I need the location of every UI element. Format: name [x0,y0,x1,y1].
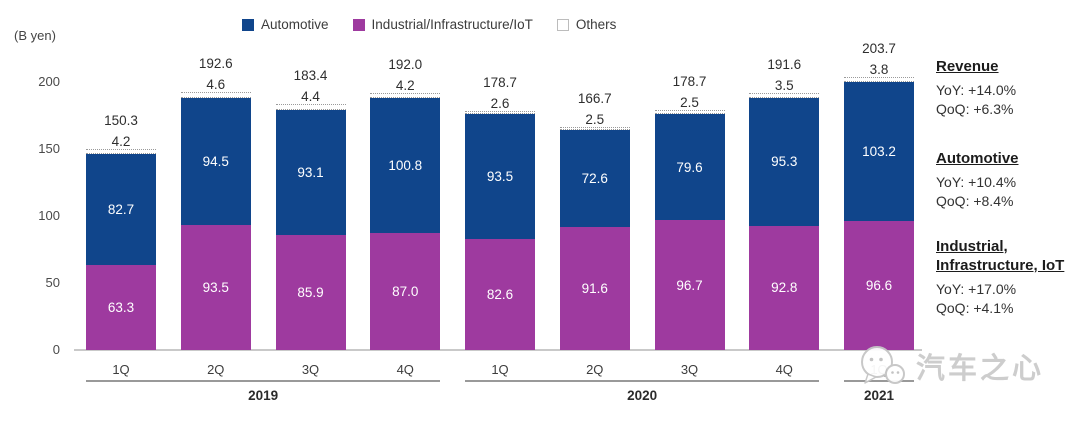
side-panel-stat: QoQ: +4.1% [936,299,1014,316]
bar-segment-industrial-infrastructure-iot: 85.9 [275,234,346,350]
side-panel-stat: YoY: +14.0% [936,82,1017,98]
others-value-label: 4.2 [395,77,415,93]
bar-segment-industrial-infrastructure-iot: 63.3 [86,265,156,350]
bar-segment-automotive: 79.6 [654,113,725,221]
x-axis-line [74,349,922,351]
side-panel-stat: QoQ: +8.4% [936,192,1014,209]
side-panel-section: Revenue YoY: +14.0% QoQ: +6.3% [936,57,1016,118]
legend-label: Automotive [261,17,329,32]
chart-legend: Automotive Industrial/Infrastructure/IoT O… [242,17,616,32]
x-axis-quarter-label: 3Q [680,362,699,377]
bar-segment-others [749,93,820,98]
total-value-label: 203.7 [862,41,896,57]
bar-segment-automotive: 93.5 [465,114,535,240]
x-axis-quarter-label: 1Q [870,362,888,377]
others-value-label: 3.5 [774,78,794,94]
x-axis-quarter-label: 1Q [491,362,509,377]
others-value-label: 2.5 [680,95,699,111]
side-panel-section: Industrial, Infrastructure, IoT YoY: +17.… [936,237,1064,317]
bar-segment-automotive: 100.8 [370,98,441,234]
side-panel-section: Automotive YoY: +10.4% QoQ: +8.4% [936,149,1019,210]
total-value-label: 192.6 [198,55,233,71]
bar-segment-others [465,110,535,114]
x-axis-quarter-label: 4Q [775,362,793,377]
others-value-label: 4.2 [111,133,131,149]
side-panel-section-title: Industrial, Infrastructure, IoT [936,238,1065,274]
x-axis-quarter-label: 2Q [207,362,225,377]
side-panel-stat: YoY: +10.4% [936,174,1017,190]
bar-segment-industrial-infrastructure-iot: 96.6 [844,220,914,350]
legend-item: Others [556,17,617,32]
bar-segment-others [86,148,156,155]
total-value-label: 178.7 [672,74,707,90]
year-label: 2020 [627,388,658,403]
bar-segment-automotive: 95.3 [749,97,820,226]
legend-label: Industrial/Infrastructure/IoT [371,17,533,32]
side-panel-section-title: Revenue [936,58,999,75]
bar-segment-others [275,104,346,111]
x-axis-quarter-label: 2Q [586,362,604,377]
bar-segment-industrial-infrastructure-iot: 82.6 [465,239,535,350]
total-value-label: 178.7 [483,74,517,90]
others-value-label: 3.8 [869,62,889,78]
bar-segment-automotive: 103.2 [844,82,914,221]
bar-segment-automotive: 93.1 [275,110,346,235]
legend-label: Others [575,17,617,32]
y-axis-tick-label: 150 [38,141,60,156]
year-group-underline [844,380,914,382]
legend-swatch-icon [242,18,254,31]
legend-swatch-icon [556,18,569,31]
bar-segment-automotive: 72.6 [559,129,630,228]
bar-segment-industrial-infrastructure-iot: 91.6 [559,227,630,350]
legend-item: Industrial/Infrastructure/IoT [352,17,533,32]
year-group-underline [465,380,820,382]
year-group-underline [86,380,441,382]
bar-segment-industrial-infrastructure-iot: 87.0 [370,233,441,350]
side-panel-stat: YoY: +17.0% [936,281,1017,297]
year-label: 2019 [248,388,279,403]
total-value-label: 191.6 [767,57,802,73]
others-value-label: 2.5 [585,111,605,127]
others-value-label: 4.6 [206,76,226,92]
bar-segment-others [559,126,630,130]
legend-item: Automotive [242,17,329,32]
y-axis-tick-label: 100 [38,208,60,223]
y-axis-tick-label: 0 [52,342,60,357]
bar-segment-others [844,77,914,83]
bar-segment-others [370,92,441,99]
y-axis-tick-label: 200 [38,74,60,89]
bar-segment-others [180,91,251,99]
total-value-label: 166.7 [577,90,612,106]
x-axis-quarter-label: 4Q [396,362,414,377]
bar-segment-industrial-infrastructure-iot: 92.8 [749,225,820,350]
bar-segment-others [654,110,725,114]
total-value-label: 192.0 [388,56,423,72]
total-value-label: 183.4 [293,68,328,84]
bar-segment-industrial-infrastructure-iot: 93.5 [180,224,251,350]
bar-segment-automotive: 94.5 [180,98,251,225]
side-panel-stat: QoQ: +6.3% [936,100,1014,117]
bar-segment-automotive: 82.7 [86,154,156,266]
x-axis-quarter-label: 3Q [301,362,320,377]
others-value-label: 4.4 [301,89,320,105]
total-value-label: 150.3 [104,112,138,128]
year-label: 2021 [863,388,895,403]
side-panel: Revenue YoY: +14.0% QoQ: +6.3% Automotive Yo… [936,0,1080,422]
y-axis-unit-label: (B yen) [14,28,56,43]
side-panel-section-title: Automotive [936,150,1019,167]
y-axis-tick-label: 50 [45,275,60,290]
legend-swatch-icon [352,18,365,31]
x-axis-quarter-label: 1Q [112,362,130,377]
others-value-label: 2.6 [490,95,510,111]
bar-segment-industrial-infrastructure-iot: 96.7 [654,220,725,350]
